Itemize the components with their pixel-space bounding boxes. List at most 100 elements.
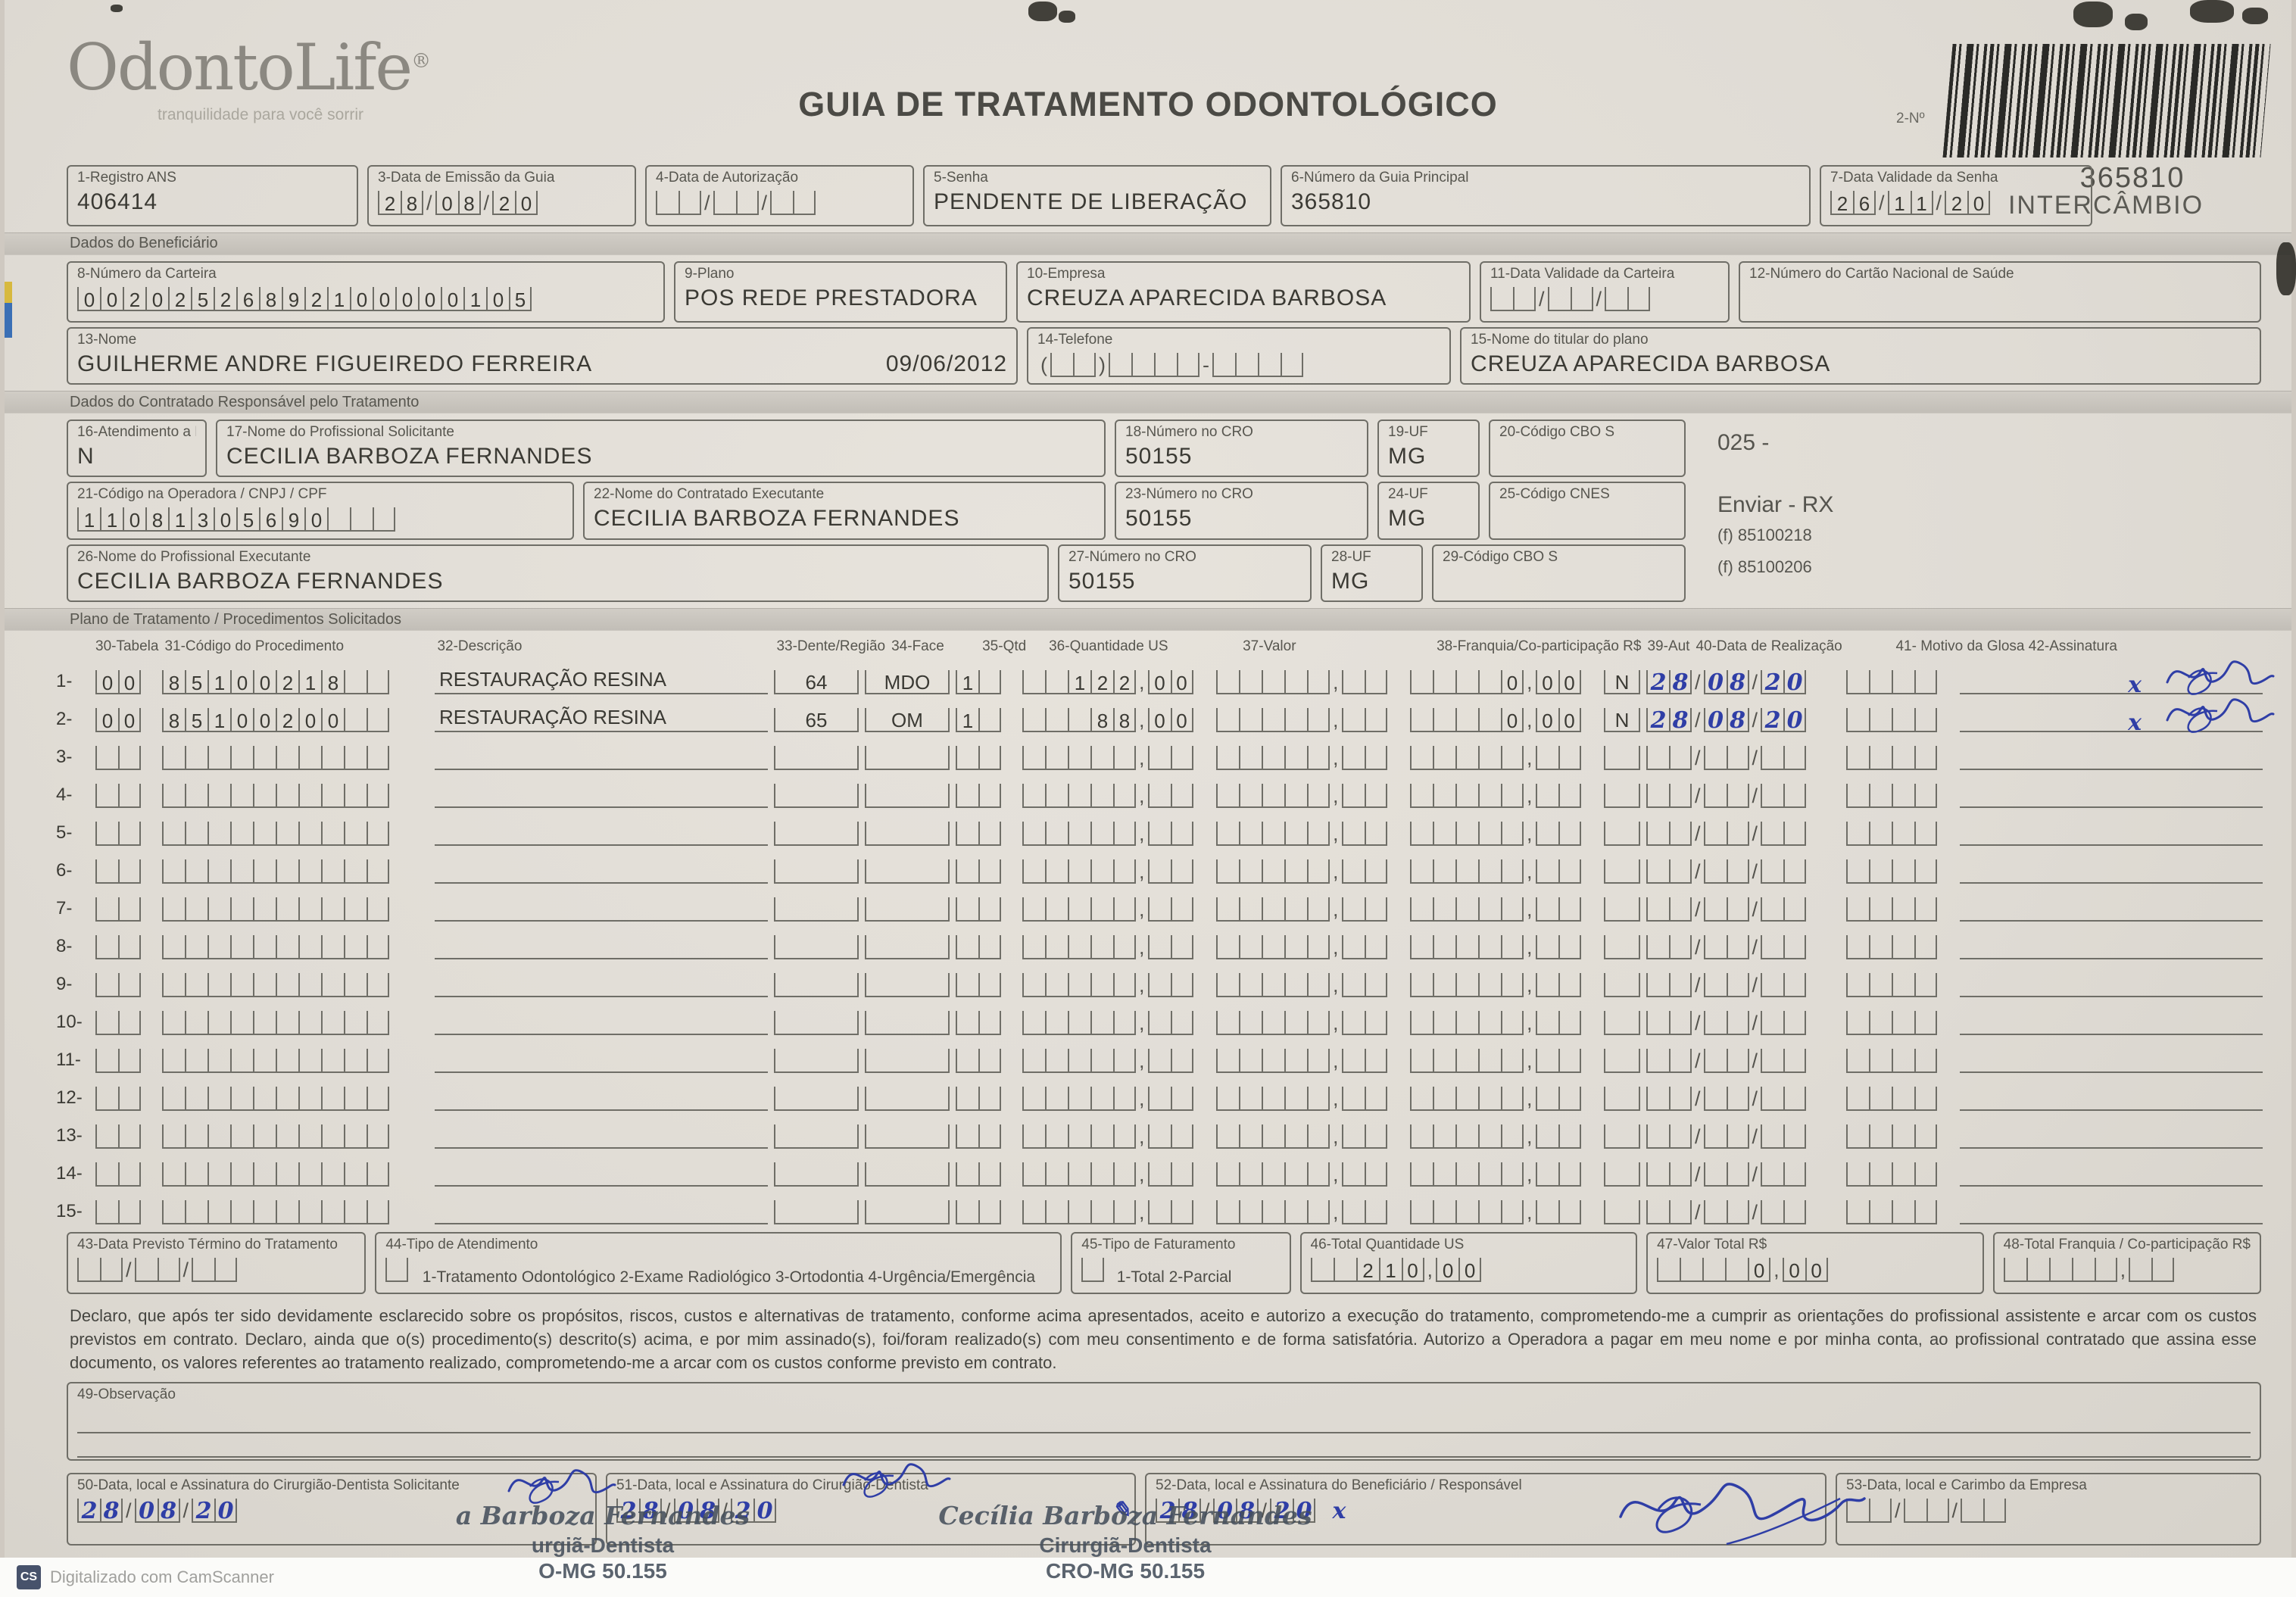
- date-group: [1961, 1499, 2007, 1524]
- comb-cell: [1846, 708, 1869, 733]
- cell-tabela: [95, 1124, 156, 1149]
- cell-dente: [774, 1200, 859, 1225]
- logo-tagline: tranquilidade para você sorrir: [158, 106, 363, 123]
- data-comb: / /: [1646, 1087, 1807, 1112]
- integer-group: [1410, 1124, 1524, 1149]
- cell-face: [865, 746, 950, 771]
- integer-group: [1022, 1011, 1136, 1036]
- comb-cell: [344, 973, 367, 998]
- comb-cell: [1983, 1499, 2007, 1524]
- field-carimbo-empresa: 53-Data, local e Carimbo da Empresa / /: [1836, 1473, 2261, 1546]
- comb-cell: [207, 1049, 230, 1074]
- comb-cell: [162, 746, 185, 771]
- comb-cell: [321, 822, 344, 847]
- comb-cell: [1212, 352, 1236, 377]
- field-value: PENDENTE DE LIBERAÇÃO: [934, 189, 1248, 214]
- comb-cell: 0: [1212, 1499, 1236, 1524]
- comb-cell: [1869, 1200, 1892, 1225]
- cell-data: / /: [1646, 973, 1840, 998]
- field-assinatura-solicitante: 50-Data, local e Assinatura do Cirurgião…: [67, 1469, 616, 1546]
- comb-cell: [118, 1124, 141, 1149]
- codigo-comb: [162, 784, 389, 809]
- comb-cell: [1726, 973, 1749, 998]
- comb-cell: 5: [509, 286, 532, 311]
- decimal-comma: ,: [1139, 1087, 1145, 1111]
- comb-cell: [1646, 859, 1669, 884]
- digit-group: [956, 1200, 1001, 1225]
- comb-cell: [1284, 935, 1307, 960]
- field-label: 46-Total Quantidade US: [1310, 1237, 1465, 1253]
- comb-cell: [1501, 1162, 1524, 1187]
- cell-data: / /: [1646, 822, 1840, 847]
- comb-cell: 0: [418, 286, 441, 311]
- date-group: [134, 1257, 180, 1282]
- row-number: 2-: [56, 709, 73, 730]
- comb-cell: [1045, 670, 1068, 695]
- comb-cell: 8: [321, 670, 344, 695]
- comb-cell: [1846, 897, 1869, 922]
- field-label: 7-Data Validade da Senha: [1830, 170, 1998, 186]
- cell-num: 12-: [56, 1085, 89, 1111]
- decimal-comma: ,: [1527, 1087, 1533, 1111]
- comb-cell: [1364, 1200, 1387, 1225]
- comb-cell: [1068, 1200, 1090, 1225]
- field-value: 50155: [1125, 506, 1193, 532]
- cell-sig: [1960, 1161, 2263, 1187]
- comb-cell: [1869, 859, 1892, 884]
- data-comb: 2 8/0 8/2 0: [1646, 708, 1807, 734]
- integer-group: [1022, 859, 1136, 884]
- comb-cell: [1170, 746, 1193, 771]
- cell-dente: [774, 1011, 859, 1036]
- field-label: 5-Senha: [934, 170, 988, 186]
- comb-cell: [367, 746, 389, 771]
- comb-cell: [978, 1049, 1001, 1074]
- cell-qtd: 1: [956, 670, 1016, 695]
- comb-cell: [1535, 1162, 1558, 1187]
- comb-cell: [1341, 1162, 1365, 1187]
- comb-cell: 8: [639, 1499, 662, 1524]
- field-value: 50155: [1068, 568, 1136, 594]
- comb-cell: [1761, 1124, 1784, 1149]
- row-number: 8-: [56, 936, 73, 957]
- comb-cell: [1068, 708, 1090, 733]
- decimal-group: [1147, 1200, 1193, 1225]
- data-comb: / /: [1646, 897, 1807, 922]
- date-slash: /: [1752, 936, 1758, 959]
- comb-cell: [1761, 1162, 1784, 1187]
- digit-group: [95, 1049, 141, 1074]
- field-label: 47-Valor Total R$: [1657, 1237, 1767, 1253]
- comb-cell: 2: [731, 1499, 754, 1524]
- digit-group: [162, 897, 389, 922]
- cell-aut: [1604, 859, 1640, 884]
- field-contratado-executante: 22-Nome do Contratado Executante CECILIA…: [583, 482, 1106, 540]
- comb-cell: [2151, 1257, 2175, 1282]
- date-group: [192, 1257, 238, 1282]
- aut-box: [1604, 973, 1640, 998]
- date-group: [1490, 286, 1536, 311]
- decimal-comma: ,: [1527, 936, 1533, 959]
- aut-box: [1604, 1124, 1640, 1149]
- cell-aut: [1604, 935, 1640, 960]
- data-comb: / /: [1646, 822, 1807, 847]
- comb-cell: [1627, 286, 1651, 311]
- row-number: 5-: [56, 822, 73, 844]
- integer-group: [1216, 708, 1330, 733]
- us-comb: ,: [1022, 1087, 1193, 1112]
- valor-comb: ,: [1216, 784, 1387, 809]
- field-uf-executante: 28-UF MG: [1321, 544, 1423, 603]
- comb-cell: [1022, 1087, 1045, 1112]
- field-registro-ans: 1-Registro ANS 406414: [67, 165, 358, 226]
- comb-cell: [1558, 1011, 1581, 1036]
- date-slash: /: [1695, 822, 1701, 846]
- comb-cell: [253, 1087, 276, 1112]
- description-line: [435, 1047, 768, 1074]
- cell-valor: ,: [1216, 708, 1404, 733]
- cell-qtd: [956, 1124, 1016, 1149]
- decimal-group: [1535, 973, 1581, 998]
- motivo-comb: [1846, 1011, 1937, 1036]
- comb-cell: [321, 746, 344, 771]
